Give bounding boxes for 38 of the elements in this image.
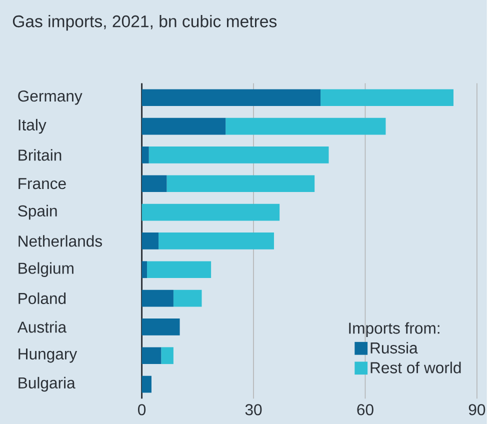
- bar: [142, 232, 159, 250]
- bar: [147, 261, 212, 278]
- y-tick-label: Germany: [18, 90, 82, 105]
- legend-label: Russia: [370, 342, 418, 354]
- bar: [148, 146, 329, 164]
- bar: [142, 89, 321, 106]
- bar: [173, 290, 202, 307]
- chart-title: Gas imports, 2021, bn cubic metres: [12, 14, 277, 30]
- bar: [142, 347, 162, 364]
- y-tick-label: Hungary: [18, 348, 78, 363]
- y-tick-label: Poland: [18, 292, 66, 304]
- y-tick-label: Spain: [18, 204, 57, 220]
- y-tick-label: Netherlands: [18, 234, 102, 247]
- x-tick-label: 60: [357, 404, 374, 416]
- bar: [161, 347, 174, 364]
- bar: [158, 232, 274, 250]
- y-tick-label: Belgium: [18, 262, 74, 277]
- bar: [142, 118, 226, 135]
- bar: [142, 261, 148, 278]
- bar: [142, 175, 167, 192]
- y-tick-label: Bulgaria: [18, 376, 76, 392]
- x-tick-label: 90: [468, 404, 486, 416]
- x-tick-label: 30: [245, 404, 262, 416]
- y-tick-label: Italy: [18, 118, 46, 134]
- bar: [142, 146, 149, 164]
- bar: [226, 118, 386, 135]
- legend-label: Rest of world: [370, 362, 461, 374]
- y-tick-label: France: [18, 178, 66, 189]
- y-tick-label: Britain: [18, 148, 62, 161]
- x-tick-label: 0: [138, 404, 146, 416]
- bar: [320, 89, 454, 106]
- bar: [142, 204, 280, 221]
- legend-title: Imports from:: [349, 322, 440, 337]
- y-tick-label: Austria: [17, 320, 67, 333]
- bar: [142, 318, 180, 336]
- bar: [142, 376, 152, 393]
- bar: [166, 175, 315, 192]
- bar: [142, 290, 174, 307]
